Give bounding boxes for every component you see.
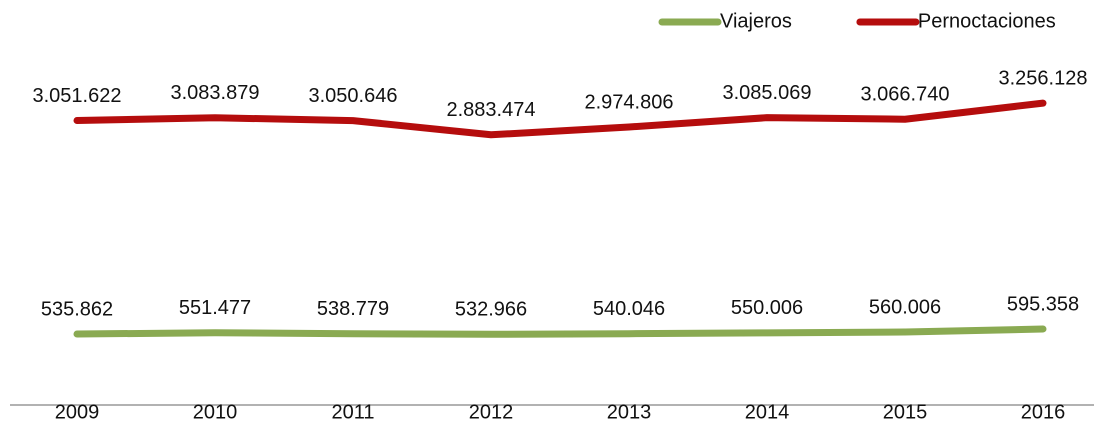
data-label: 532.966: [455, 299, 527, 321]
data-label: 3.085.069: [723, 82, 812, 104]
data-label: 3.051.622: [33, 85, 122, 107]
data-label: 538.779: [317, 298, 389, 320]
x-tick-label: 2009: [55, 401, 100, 423]
data-label: 3.256.128: [999, 67, 1088, 89]
series-line: [73, 325, 1047, 338]
data-label: 560.006: [869, 296, 941, 318]
data-label: 540.046: [593, 298, 665, 320]
data-label: 3.066.740: [861, 83, 950, 105]
data-label: 595.358: [1007, 293, 1079, 315]
data-label: 551.477: [179, 297, 251, 319]
data-label: 2.974.806: [585, 91, 674, 113]
x-tick-label: 2014: [745, 401, 790, 423]
legend-label: Pernoctaciones: [918, 10, 1056, 32]
x-tick-label: 2013: [607, 401, 652, 423]
series-line: [73, 99, 1047, 139]
x-tick-label: 2015: [883, 401, 928, 423]
x-tick-label: 2011: [331, 401, 374, 423]
data-label: 535.862: [41, 298, 113, 320]
x-tick-label: 2012: [469, 401, 514, 423]
x-tick-label: 2016: [1021, 401, 1066, 423]
x-tick-label: 2010: [193, 401, 238, 423]
data-label: 2.883.474: [447, 99, 536, 121]
legend-label: Viajeros: [720, 10, 792, 32]
data-label: 3.083.879: [171, 82, 260, 104]
data-label: 550.006: [731, 297, 803, 319]
data-label: 3.050.646: [309, 85, 398, 107]
